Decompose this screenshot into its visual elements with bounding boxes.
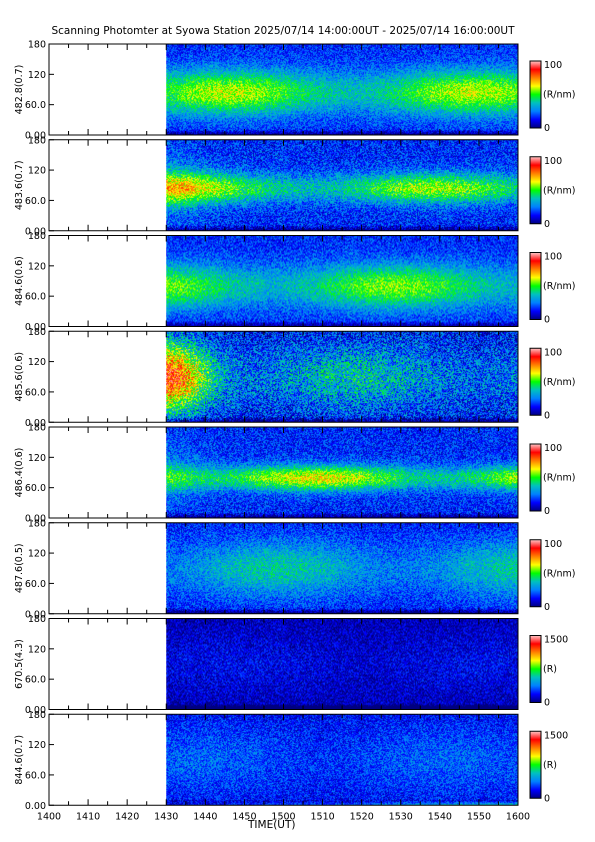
chart-title: Scanning Photomter at Syowa Station 2025… xyxy=(51,25,515,37)
y-tick-label: 180 xyxy=(28,614,46,625)
colorbar-min-label: 0 xyxy=(544,602,550,613)
x-tick-label: 1410 xyxy=(76,811,100,822)
x-tick-label: 1420 xyxy=(115,811,139,822)
y-tick-label: 0.00 xyxy=(25,609,46,620)
x-tick-label: 1510 xyxy=(310,811,334,822)
y-tick-label: 120 xyxy=(28,740,46,751)
y-tick-label: 60.0 xyxy=(25,675,46,686)
colorbar-min-label: 0 xyxy=(544,506,550,517)
x-tick-label: 1520 xyxy=(350,811,374,822)
y-tick-label: 60.0 xyxy=(25,100,46,111)
colorbar-max-label: 100 xyxy=(544,539,562,550)
heatmap-image-7 xyxy=(166,714,518,806)
x-tick-label: 1550 xyxy=(467,811,491,822)
y-tick-label: 60.0 xyxy=(25,196,46,207)
heatmap-image-0 xyxy=(166,44,518,135)
y-tick-label: 180 xyxy=(28,518,46,529)
x-tick-label: 1500 xyxy=(271,811,295,822)
x-tick-label: 1430 xyxy=(154,811,178,822)
colorbar-min-label: 0 xyxy=(544,793,550,804)
colorbar-unit-label: (R/nm) xyxy=(543,90,576,101)
y-tick-label: 0.00 xyxy=(25,418,46,429)
y-tick-label: 120 xyxy=(28,549,46,560)
heatmap-image-3 xyxy=(166,331,518,423)
colorbar-unit-label: (R/nm) xyxy=(543,473,576,484)
colorbar-max-label: 100 xyxy=(544,60,562,71)
x-tick-label: 1600 xyxy=(506,811,530,822)
y-tick-label: 60.0 xyxy=(25,292,46,303)
y-tick-label: 0.00 xyxy=(25,131,46,142)
colorbar-unit-label: (R/nm) xyxy=(543,185,576,196)
y-tick-label: 60.0 xyxy=(25,483,46,494)
x-tick-label: 1540 xyxy=(428,811,452,822)
y-tick-label: 120 xyxy=(28,644,46,655)
y-tick-label: 120 xyxy=(28,261,46,272)
y-tick-label: 120 xyxy=(28,453,46,464)
panel-label: 482.8(0.7) xyxy=(14,65,25,115)
y-tick-label: 180 xyxy=(28,40,46,51)
colorbar-max-label: 100 xyxy=(544,443,562,454)
y-tick-label: 0.00 xyxy=(25,514,46,525)
y-tick-label: 0.00 xyxy=(25,801,46,812)
colorbar-0 xyxy=(529,60,542,129)
x-tick-label: 1530 xyxy=(389,811,413,822)
colorbar-3 xyxy=(529,347,542,416)
y-tick-label: 120 xyxy=(28,166,46,177)
colorbar-4 xyxy=(529,443,542,512)
x-tick-label: 1450 xyxy=(232,811,256,822)
y-tick-label: 180 xyxy=(28,423,46,434)
colorbar-min-label: 0 xyxy=(544,123,550,134)
colorbar-max-label: 100 xyxy=(544,347,562,358)
colorbar-min-label: 0 xyxy=(544,410,550,421)
x-tick-label: 1440 xyxy=(193,811,217,822)
heatmap-image-4 xyxy=(166,427,518,518)
colorbar-min-label: 0 xyxy=(544,698,550,709)
panel-label: 484.6(0.6) xyxy=(14,256,25,306)
heatmap-image-6 xyxy=(166,618,518,710)
colorbar-min-label: 0 xyxy=(544,315,550,326)
y-tick-label: 180 xyxy=(28,135,46,146)
panel-label: 486.4(0.6) xyxy=(14,448,25,498)
y-tick-label: 60.0 xyxy=(25,770,46,781)
colorbar-max-label: 100 xyxy=(544,156,562,167)
heatmap-image-2 xyxy=(166,235,518,327)
x-tick-label: 1400 xyxy=(37,811,61,822)
colorbar-unit-label: (R/nm) xyxy=(543,281,576,292)
colorbar-unit-label: (R/nm) xyxy=(543,377,576,388)
colorbar-2 xyxy=(529,252,542,320)
y-tick-label: 60.0 xyxy=(25,387,46,398)
y-tick-label: 180 xyxy=(28,327,46,338)
colorbar-6 xyxy=(529,635,542,703)
y-tick-label: 120 xyxy=(28,70,46,81)
colorbar-max-label: 1500 xyxy=(544,730,568,741)
colorbar-min-label: 0 xyxy=(544,219,550,230)
colorbar-7 xyxy=(529,730,542,799)
y-tick-label: 120 xyxy=(28,357,46,368)
y-tick-label: 0.00 xyxy=(25,226,46,237)
y-tick-label: 180 xyxy=(28,231,46,242)
colorbar-5 xyxy=(529,539,542,608)
y-tick-label: 0.00 xyxy=(25,705,46,716)
colorbar-max-label: 1500 xyxy=(544,635,568,646)
colorbar-unit-label: (R/nm) xyxy=(543,568,576,579)
y-tick-label: 60.0 xyxy=(25,579,46,590)
panel-label: 670.5(4.3) xyxy=(14,639,25,689)
panel-label: 487.6(0.5) xyxy=(14,543,25,593)
panel-label: 485.6(0.6) xyxy=(14,352,25,402)
colorbar-max-label: 100 xyxy=(544,252,562,263)
x-axis-label: TIME(UT) xyxy=(248,819,296,831)
y-tick-label: 180 xyxy=(28,710,46,721)
panel-label: 844.6(0.7) xyxy=(14,735,25,785)
colorbar-unit-label: (R) xyxy=(543,664,557,675)
y-tick-label: 0.00 xyxy=(25,322,46,333)
colorbar-1 xyxy=(529,156,542,225)
panel-label: 483.6(0.7) xyxy=(14,160,25,210)
colorbar-unit-label: (R) xyxy=(543,760,557,771)
heatmap-image-1 xyxy=(166,139,518,231)
heatmap-image-5 xyxy=(166,522,518,614)
